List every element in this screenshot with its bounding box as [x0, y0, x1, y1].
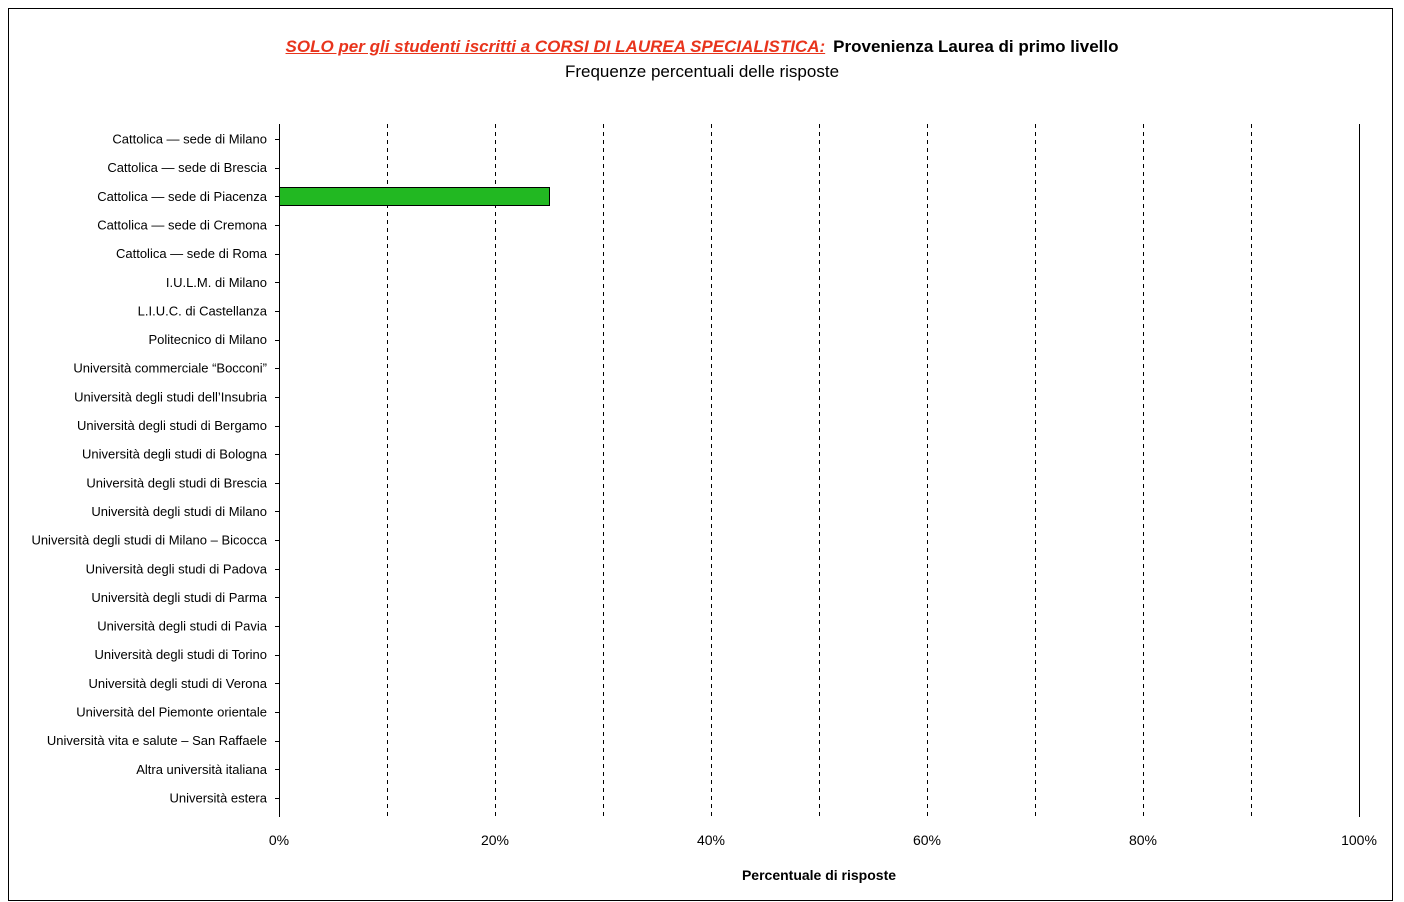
x-tick-label: 60%	[913, 832, 941, 848]
category-label: Università degli studi di Parma	[91, 590, 267, 605]
category-label: Cattolica — sede di Roma	[116, 246, 268, 261]
category-label: Cattolica — sede di Cremona	[97, 217, 268, 232]
chart-title-prefix: SOLO per gli studenti iscritti a CORSI D…	[285, 37, 826, 56]
category-label: L.I.U.C. di Castellanza	[138, 303, 268, 318]
category-label: Università degli studi di Brescia	[86, 475, 267, 490]
bar	[279, 187, 550, 206]
category-label: I.U.L.M. di Milano	[166, 275, 267, 290]
category-label: Università degli studi di Torino	[95, 647, 267, 662]
category-label: Cattolica — sede di Piacenza	[97, 189, 268, 204]
category-label: Università commerciale “Bocconi”	[73, 361, 267, 376]
category-label: Università degli studi di Padova	[86, 561, 268, 576]
category-label: Cattolica — sede di Brescia	[107, 160, 267, 175]
chart-title: SOLO per gli studenti iscritti a CORSI D…	[0, 37, 1404, 57]
x-axis-title: Percentuale di risposte	[742, 867, 896, 883]
category-label: Altra università italiana	[136, 762, 268, 777]
category-label: Università degli studi di Verona	[89, 676, 268, 691]
category-label: Università degli studi di Pavia	[97, 619, 268, 634]
x-tick-label: 20%	[481, 832, 509, 848]
x-tick-label: 0%	[269, 832, 289, 848]
category-label: Politecnico di Milano	[148, 332, 267, 347]
chart-subtitle: Frequenze percentuali delle risposte	[564, 62, 840, 81]
category-label: Università degli studi di Bologna	[82, 447, 268, 462]
category-label: Università degli studi di Bergamo	[77, 418, 267, 433]
category-label: Università degli studi di Milano	[91, 504, 267, 519]
category-label: Cattolica — sede di Milano	[112, 132, 267, 147]
chart-frame	[8, 8, 1393, 901]
category-label: Università vita e salute – San Raffaele	[47, 733, 267, 748]
chart-title-main: Provenienza Laurea di primo livello	[833, 37, 1119, 56]
category-label: Università del Piemonte orientale	[76, 705, 267, 720]
x-tick-label: 80%	[1129, 832, 1157, 848]
x-tick-label: 40%	[697, 832, 725, 848]
x-tick-label: 100%	[1341, 832, 1377, 848]
category-label: Università degli studi dell’Insubria	[74, 389, 268, 404]
category-label: Università degli studi di Milano – Bicoc…	[31, 533, 267, 548]
category-label: Università estera	[169, 791, 267, 806]
